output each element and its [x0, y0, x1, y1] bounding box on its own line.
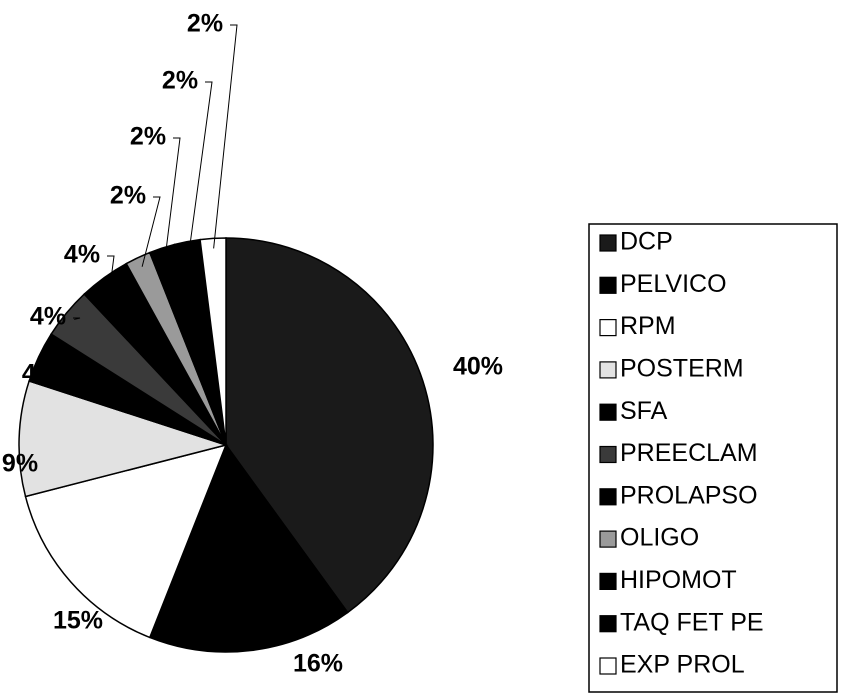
legend-box	[588, 223, 838, 693]
legend-label: EXP PROL	[620, 651, 745, 679]
legend-swatch	[599, 615, 617, 633]
legend-swatch	[599, 445, 617, 464]
data-label: 2%	[110, 182, 146, 210]
pie-slice	[148, 443, 349, 653]
legend-label: PROLAPSO	[620, 481, 758, 509]
data-label: 4%	[30, 303, 66, 331]
pie-slice	[225, 237, 434, 614]
legend-label: POSTERM	[620, 355, 744, 383]
legend-label: HIPOMOT	[620, 566, 737, 594]
pie-slice	[24, 443, 228, 639]
leader-line	[107, 255, 115, 286]
data-label: 2%	[162, 67, 198, 95]
data-label: 4%	[22, 360, 58, 388]
leader-line	[141, 196, 161, 267]
legend-label: PREECLAM	[620, 439, 758, 467]
legend-swatch	[599, 403, 617, 421]
legend-swatch	[599, 572, 617, 591]
legend-label: OLIGO	[620, 524, 699, 552]
legend-swatch	[599, 276, 617, 294]
legend-label: PELVICO	[620, 270, 727, 298]
legend-swatch	[599, 319, 617, 337]
legend-swatch	[599, 530, 617, 548]
data-label: 4%	[64, 241, 100, 269]
data-label: 2%	[187, 10, 223, 38]
data-label: 40%	[453, 353, 503, 381]
data-label: 2%	[130, 123, 166, 151]
data-label: 16%	[293, 650, 343, 678]
legend-label: SFA	[620, 397, 668, 425]
legend-label: DCP	[620, 228, 673, 256]
leader-line	[47, 360, 74, 376]
legend-swatch	[599, 488, 617, 506]
legend-swatch	[599, 657, 617, 675]
leader-line	[213, 24, 238, 249]
legend-label: TAQ FET PE	[620, 608, 764, 636]
data-label: 15%	[53, 607, 103, 635]
legend-swatch	[599, 361, 617, 379]
data-label: 9%	[2, 450, 38, 478]
legend-swatch	[599, 234, 617, 252]
legend-label: RPM	[620, 312, 676, 340]
pie-slice	[18, 380, 229, 498]
pie-slice	[199, 237, 227, 446]
leader-line	[188, 81, 213, 252]
leader-line	[164, 137, 181, 258]
leader-line	[73, 317, 81, 320]
